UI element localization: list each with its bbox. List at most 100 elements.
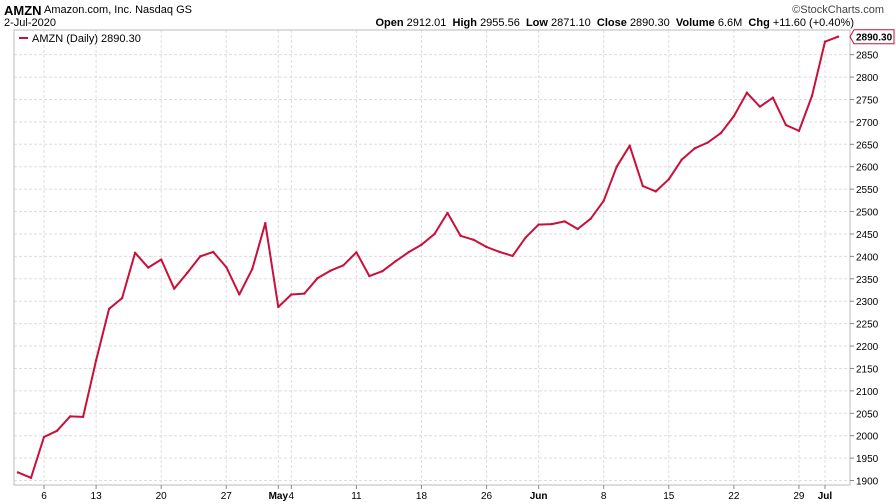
price-point — [81, 415, 85, 419]
volume-label: Volume — [675, 17, 715, 29]
price-point — [264, 222, 267, 225]
x-tick-label: 11 — [351, 491, 362, 502]
price-point — [316, 277, 319, 280]
price-point — [199, 255, 202, 258]
y-tick-label: 2200 — [856, 342, 879, 353]
price-point — [654, 190, 657, 193]
y-tick-label: 2300 — [856, 297, 879, 308]
last-value-box — [849, 29, 895, 45]
legend: AMZN (Daily) 2890.30 — [19, 33, 141, 45]
chart-header: AMZN Amazon.com, Inc. Nasdaq GS 2-Jul-20… — [0, 0, 896, 30]
open-label: Open — [375, 17, 404, 29]
price-point — [29, 476, 33, 480]
high-label: High — [452, 17, 477, 29]
price-point — [55, 429, 59, 432]
x-tick-label: 20 — [156, 491, 168, 502]
price-point — [433, 232, 436, 236]
x-tick-label: Jul — [818, 491, 833, 502]
y-axis: 1900 1950 2000 2050 2100 2150 2200 2250 2300 2350… — [850, 51, 879, 488]
price-point — [459, 234, 462, 237]
y-tick-label: 2450 — [856, 230, 879, 241]
price-point — [836, 35, 840, 38]
price-point — [745, 91, 749, 94]
price-point — [407, 251, 410, 254]
price-point — [277, 305, 280, 309]
price-point — [823, 40, 827, 43]
price-point — [420, 243, 423, 246]
price-point — [212, 250, 215, 254]
price-point — [797, 129, 801, 133]
price-point — [563, 220, 566, 223]
x-tick-label: 29 — [793, 491, 805, 502]
price-point — [303, 292, 306, 295]
x-tick-label: 26 — [481, 491, 493, 502]
price-point — [498, 250, 501, 254]
price-series — [16, 35, 840, 480]
price-point — [368, 274, 371, 278]
low-value: 2871.10 — [551, 17, 591, 29]
y-tick-label: 2000 — [856, 432, 879, 443]
y-tick-label: 2500 — [856, 208, 879, 219]
chart-grid — [14, 30, 850, 485]
close-label: Close — [596, 17, 627, 29]
price-point — [771, 96, 775, 99]
company-info: Amazon.com, Inc. Nasdaq GS — [44, 4, 192, 16]
price-point — [16, 471, 20, 474]
price-point — [615, 165, 618, 168]
chg-value: +11.60 (+0.40%) — [772, 17, 854, 29]
x-tick-label: 27 — [221, 491, 233, 502]
x-tick-label: Jun — [530, 491, 548, 502]
price-point — [524, 236, 527, 239]
price-point — [290, 293, 293, 296]
price-point — [68, 415, 72, 418]
price-point — [146, 266, 150, 269]
price-point — [589, 217, 592, 220]
y-tick-label: 2550 — [856, 185, 879, 196]
y-tick-label: 2150 — [856, 364, 879, 375]
price-point — [107, 307, 111, 311]
price-point — [251, 267, 254, 271]
y-tick-label: 1950 — [856, 454, 879, 465]
x-tick-label: 4 — [289, 491, 295, 502]
last-value-text: 2890.30 — [856, 33, 893, 44]
price-point — [667, 178, 670, 181]
price-point — [446, 211, 449, 215]
price-point — [355, 251, 358, 254]
price-point — [719, 131, 723, 135]
y-tick-label: 2650 — [856, 140, 879, 151]
price-point — [680, 158, 684, 161]
x-tick-label: 22 — [728, 491, 740, 502]
chg-label: Chg — [748, 17, 770, 29]
y-tick-label: 2750 — [856, 95, 879, 106]
price-point — [550, 222, 553, 226]
y-tick-label: 2800 — [856, 73, 879, 84]
stockcharts-logo[interactable]: ©StockCharts.com — [792, 4, 884, 16]
legend-label: AMZN (Daily) 2890.30 — [32, 33, 141, 45]
x-tick-label: 13 — [91, 491, 103, 502]
price-point — [329, 269, 332, 272]
price-point — [706, 141, 710, 144]
price-point — [732, 114, 736, 118]
last-value-badge: 2890.30 — [849, 29, 895, 45]
y-tick-label: 1900 — [856, 477, 879, 488]
x-tick-label: May — [269, 491, 289, 502]
x-axis: 6 13 20 27 May 4 11 18 26 Jun 8 15 22 29 Jul — [41, 485, 832, 502]
price-point — [186, 271, 189, 275]
high-value: 2955.56 — [480, 17, 520, 29]
volume-value: 6.6M — [717, 17, 743, 29]
price-point — [693, 147, 697, 150]
price-point — [784, 123, 788, 127]
price-point — [238, 293, 241, 296]
quote-date: 2-Jul-2020 — [4, 17, 56, 29]
price-point — [159, 258, 163, 261]
price-point — [94, 359, 98, 362]
close-value: 2890.30 — [629, 17, 670, 29]
x-tick-label: 15 — [663, 491, 675, 502]
low-label: Low — [525, 17, 548, 29]
exchange-name: Nasdaq GS — [135, 4, 192, 16]
price-point — [172, 287, 176, 290]
y-tick-label: 2050 — [856, 409, 879, 420]
price-point — [576, 227, 579, 231]
price-point — [381, 269, 384, 273]
